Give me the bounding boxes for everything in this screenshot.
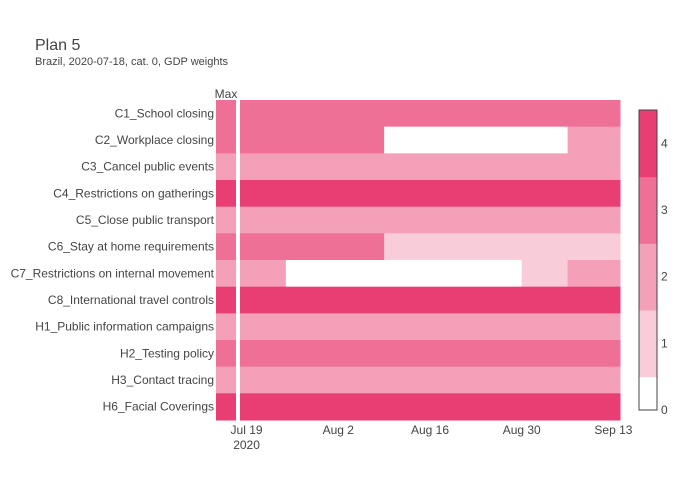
colorbar-tick-label: 4 [661,136,668,150]
heatmap-cell [384,233,621,261]
x-tick-label: Sep 13 [594,423,632,437]
heatmap-cell [240,340,621,368]
heatmap-cell [567,260,621,288]
max-cell [216,153,236,181]
heatmap-cell [240,233,385,261]
colorbar: 0 1 2 3 4 [638,109,668,417]
colorbar-band [639,376,657,411]
row-label: C4_Restrictions on gatherings [53,186,214,200]
max-cell [216,393,236,421]
max-cell [216,206,236,234]
heatmap-cell [285,260,523,288]
max-cell [216,340,236,368]
max-cell [216,180,236,208]
colorbar-outline [638,109,658,411]
heatmap-cell [240,260,287,288]
row-label: C5_Close public transport [76,213,215,227]
colorbar-tick-label: 0 [661,403,668,417]
heatmap-cell [240,206,621,234]
max-column-label: Max [215,87,238,101]
heatmap-cell [240,153,621,181]
heatmap-cell [240,100,621,128]
row-label: H3_Contact tracing [111,373,214,387]
colorbar-band [639,110,657,178]
heatmap-cell [240,393,621,421]
x-tick-sublabel: 2020 [233,438,260,452]
colorbar-tick-label: 2 [661,270,668,284]
row-label: C7_Restrictions on internal movement [11,266,215,280]
x-tick-label: Jul 19 [231,423,263,437]
heatmap-cell [240,126,385,154]
row-labels: C1_School closing C2_Workplace closing C3_… [11,106,215,413]
colorbar-band [639,243,657,311]
colorbar-tick-label: 3 [661,203,668,217]
heatmap-cell [240,366,621,394]
row-label: H2_Testing policy [120,346,214,360]
colorbar-band [639,310,657,378]
row-label: C8_International travel controls [48,293,214,307]
x-tick-label: Aug 16 [411,423,449,437]
chart-title: Plan 5 [35,37,80,54]
heatmap-cell [240,286,621,314]
row-label: H6_Facial Coverings [103,400,214,414]
colorbar-tick-label: 1 [661,336,668,350]
max-cell [216,313,236,341]
row-label: C2_Workplace closing [95,133,214,147]
row-label: C6_Stay at home requirements [48,240,214,254]
heatmap-cell [567,126,621,154]
chart-subtitle: Brazil, 2020-07-18, cat. 0, GDP weights [35,56,229,68]
row-label: H1_Public information campaigns [35,320,214,334]
max-cell [216,100,236,128]
max-cell [216,126,236,154]
row-label: C1_School closing [115,106,214,120]
heatmap-cell [240,180,621,208]
x-tick-label: Aug 30 [503,423,541,437]
heatmap-cells [240,100,621,421]
max-cell [216,366,236,394]
max-column [216,100,236,421]
max-cell [216,286,236,314]
heatmap-cell [521,260,569,288]
x-tick-label: Aug 2 [323,423,355,437]
max-cell [216,260,236,288]
heatmap-cell [240,313,621,341]
row-label: C3_Cancel public events [81,160,214,174]
heatmap-cell [384,126,569,154]
max-cell [216,233,236,261]
colorbar-band [639,176,657,244]
